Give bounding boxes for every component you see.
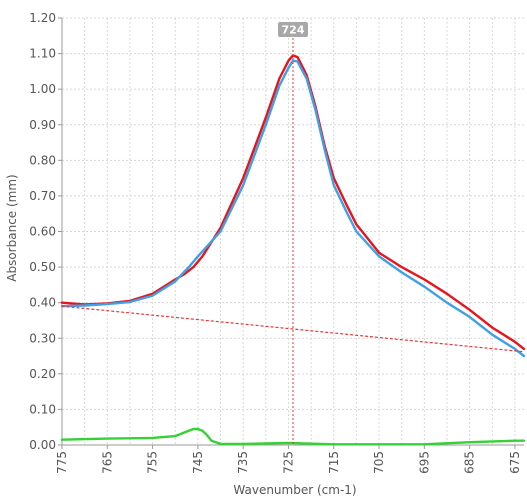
x-tick-label: 685 [463,451,477,474]
axes [58,17,524,449]
series-layer [60,54,526,446]
x-tick-label: 735 [236,451,250,474]
y-tick-label: 0.50 [29,260,56,274]
x-tick-label: 775 [55,451,69,474]
y-axis-title: Absorbance (mm) [5,174,19,281]
peak-marker-label: 724 [282,24,305,37]
y-tick-label: 1.10 [29,47,56,61]
baseline-series [61,305,525,353]
y-tick-label: 1.00 [29,82,56,96]
x-tick-label: 705 [372,451,386,474]
x-tick-label: 715 [327,451,341,474]
peak-marker-layer: 724 [278,22,308,445]
x-tick-label: 675 [508,451,522,474]
green-series-line [60,427,526,446]
x-tick-label: 765 [100,451,114,474]
y-tick-label: 0.60 [29,225,56,239]
x-tick-label: 695 [417,451,431,474]
y-tick-label: 0.70 [29,189,56,203]
tick-labels: 0.00 0.10 0.20 0.30 0.40 0.50 0.60 0.70 0.80 0.90… [29,11,522,474]
x-tick-label: 755 [146,451,160,474]
y-tick-label: 0.00 [29,438,56,452]
x-axis-title: Wavenumber (cm-1) [233,483,356,497]
y-tick-label: 0.20 [29,367,56,381]
y-tick-label: 0.30 [29,331,56,345]
y-tick-label: 1.20 [29,11,56,25]
y-tick-label: 0.90 [29,118,56,132]
blue-series-line [60,59,526,358]
y-tick-label: 0.10 [29,402,56,416]
y-tick-label: 0.80 [29,153,56,167]
peak-marker-badge [278,22,308,37]
red-series-line [60,54,526,351]
y-tick-label: 0.40 [29,296,56,310]
x-tick-label: 725 [281,451,295,474]
x-tick-label: 745 [191,451,205,474]
